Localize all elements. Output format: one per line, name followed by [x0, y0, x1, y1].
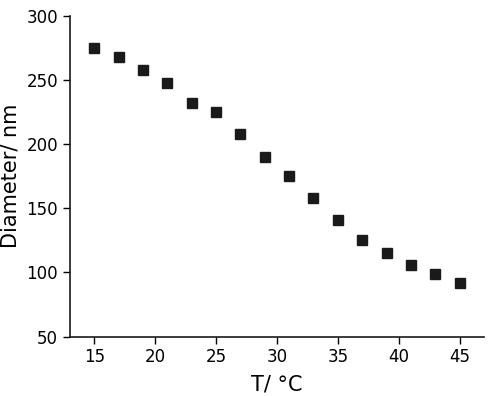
Y-axis label: Diameter/ nm: Diameter/ nm — [1, 104, 21, 248]
X-axis label: T/ °C: T/ °C — [251, 375, 303, 395]
